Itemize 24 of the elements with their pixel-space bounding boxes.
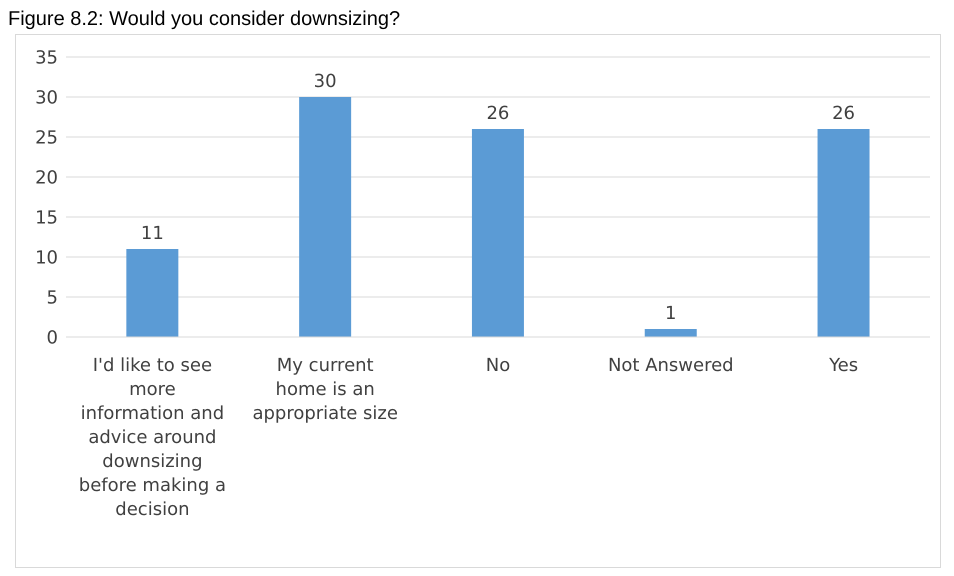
y-tick-label: 20 [35,167,58,188]
bar [299,97,352,337]
x-tick-label: My current home is an appropriate size [252,355,398,424]
data-label: 26 [832,103,855,124]
y-tick-label: 0 [46,327,58,348]
bar [472,129,524,337]
x-tick-label: Not Answered [608,355,734,376]
y-tick-label: 35 [35,47,58,68]
data-label: 30 [314,71,337,92]
y-tick-label: 30 [35,87,58,108]
data-label: 11 [140,223,164,244]
data-label: 26 [486,103,510,124]
y-tick-label: 10 [35,247,58,268]
y-tick-label: 25 [35,127,58,148]
chart-title: Figure 8.2: Would you consider downsizing? [8,8,400,31]
bar [126,249,178,337]
y-tick-label: 5 [46,287,58,308]
bar [644,329,697,337]
x-tick-label: I'd like to see more information and advice around downsizing before making a decision [78,355,226,520]
bar [818,129,870,337]
data-label: 1 [665,303,676,324]
y-tick-label: 15 [35,207,58,228]
x-tick-label: No [486,355,510,376]
x-tick-label: Yes [828,355,858,376]
